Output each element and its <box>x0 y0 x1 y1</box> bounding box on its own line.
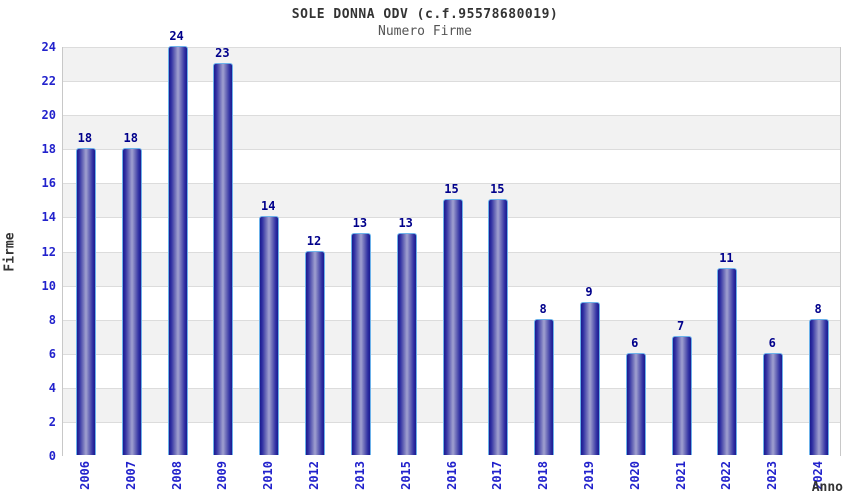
y-tick-label: 18 <box>41 142 56 157</box>
bar-2023 <box>763 352 784 455</box>
bar-value-label: 9 <box>585 284 593 299</box>
x-tick-label: 2013 <box>352 461 367 490</box>
x-tick-label: 2012 <box>307 461 322 490</box>
bar-2020 <box>625 352 646 455</box>
y-tick-label: 22 <box>41 74 56 89</box>
x-tick-label: 2007 <box>123 461 138 490</box>
x-tick-label: 2017 <box>490 461 505 490</box>
y-tick-label: 24 <box>41 40 56 54</box>
x-axis-title: Anno <box>811 480 843 495</box>
y-tick-label: 2 <box>48 414 56 429</box>
y-tick-label: 16 <box>41 176 56 191</box>
bar-value-label: 24 <box>169 29 184 43</box>
bar-2007 <box>121 148 142 455</box>
x-tick-label: 2018 <box>536 461 551 490</box>
bar-2022 <box>717 267 738 455</box>
bar-2013 <box>350 233 371 455</box>
y-tick-label: 12 <box>41 244 56 259</box>
bar-2006 <box>75 148 96 455</box>
bar-value-label: 8 <box>539 301 547 316</box>
x-tick-label: 2009 <box>215 461 230 490</box>
plot-area <box>62 46 841 456</box>
grid-band <box>63 115 840 150</box>
bar-value-label: 23 <box>215 46 230 61</box>
bar-value-label: 8 <box>814 301 822 316</box>
y-tick-label: 14 <box>41 210 56 225</box>
bar-2018 <box>534 318 555 455</box>
bar-2019 <box>579 301 600 455</box>
bar-value-label: 18 <box>77 131 93 146</box>
bar-2017 <box>488 199 509 455</box>
bar-2021 <box>671 335 692 455</box>
bar-value-label: 18 <box>123 131 138 146</box>
x-tick-label: 2022 <box>719 461 734 490</box>
bar-2008 <box>167 46 188 455</box>
y-tick-label: 10 <box>41 278 56 293</box>
bar-value-label: 6 <box>631 335 639 350</box>
chart-title: SOLE DONNA ODV (c.f.95578680019) <box>291 7 559 22</box>
y-tick-label: 0 <box>48 449 56 463</box>
x-tick-label: 2008 <box>169 461 184 490</box>
x-tick-label: 2015 <box>398 461 413 490</box>
x-tick-label: 2021 <box>673 461 688 490</box>
y-tick-label: 6 <box>48 346 56 361</box>
bar-value-label: 14 <box>260 199 276 214</box>
x-tick-label: 2019 <box>581 461 596 490</box>
x-tick-label: 2016 <box>444 461 459 490</box>
bar-value-label: 12 <box>306 233 322 248</box>
bar-2009 <box>213 63 234 455</box>
bar-2024 <box>809 318 830 455</box>
bar-value-label: 15 <box>444 182 459 197</box>
grid-band <box>63 149 840 184</box>
bar-2010 <box>259 216 280 455</box>
bar-2015 <box>396 233 417 455</box>
bar-value-label: 15 <box>490 182 505 197</box>
bar-value-label: 7 <box>676 318 685 333</box>
bar-2012 <box>305 250 326 455</box>
y-tick-label: 8 <box>48 312 56 327</box>
bar-value-label: 6 <box>768 335 776 350</box>
chart-subtitle: Numero Firme <box>378 24 472 39</box>
bar-value-label: 13 <box>398 216 413 231</box>
x-tick-label: 2023 <box>765 461 780 490</box>
x-tick-label: 2020 <box>627 461 642 490</box>
y-tick-label: 4 <box>48 380 56 395</box>
grid-band <box>63 81 840 116</box>
bar-value-label: 13 <box>352 216 368 231</box>
bar-2016 <box>442 199 463 455</box>
x-tick-label: 2010 <box>261 461 276 490</box>
y-tick-label: 20 <box>41 108 56 123</box>
grid-band <box>63 47 840 82</box>
bar-value-label: 11 <box>719 250 734 265</box>
x-tick-label: 2006 <box>77 461 92 490</box>
